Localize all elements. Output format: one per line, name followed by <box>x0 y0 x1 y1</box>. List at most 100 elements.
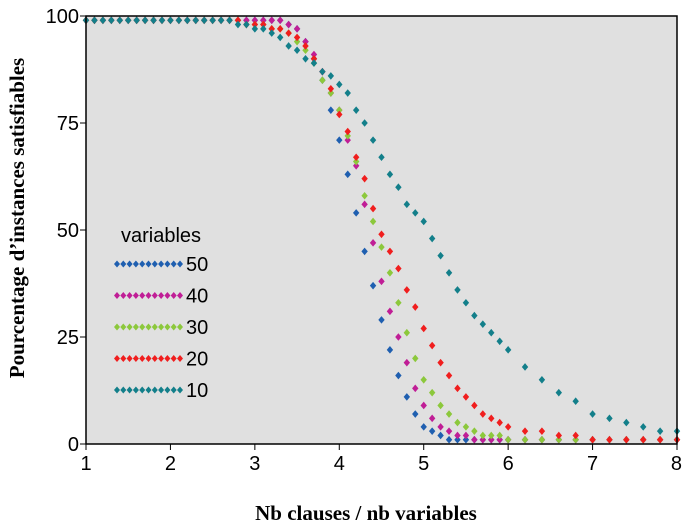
point-20-21 <box>260 20 267 29</box>
point-50-36 <box>386 346 394 354</box>
y-tick-label-0: 0 <box>68 434 79 456</box>
legend-marker-50-9 <box>170 260 177 268</box>
point-40-21 <box>260 16 267 25</box>
legend-marker-30-2 <box>126 323 133 331</box>
legend-marker-20-3 <box>132 355 139 362</box>
point-40-32 <box>352 162 360 170</box>
point-30-25 <box>293 37 301 46</box>
point-50-41 <box>428 427 436 435</box>
legend-marker-10-1 <box>120 386 127 394</box>
x-tick-label-7: 7 <box>587 453 598 475</box>
legend-marker-40-1 <box>120 292 127 299</box>
point-10-32 <box>352 106 360 114</box>
point-40-48 <box>488 435 495 444</box>
legend-marker-20-7 <box>158 355 165 362</box>
point-30-49 <box>496 431 503 440</box>
point-20-35 <box>378 230 385 239</box>
legend-marker-10-4 <box>139 386 146 394</box>
point-20-18 <box>234 16 242 25</box>
point-10-7 <box>141 16 149 25</box>
x-axis: 1 2 3 4 5 6 7 8 <box>80 444 682 475</box>
point-10-16 <box>217 16 225 25</box>
point-20-24 <box>285 29 292 37</box>
point-10-58 <box>640 423 647 431</box>
point-10-21 <box>260 25 267 33</box>
point-10-10 <box>167 16 174 25</box>
legend-marker-50-0 <box>114 260 120 268</box>
point-20-45 <box>462 393 470 401</box>
point-30-44 <box>454 418 461 427</box>
point-20-37 <box>395 264 402 273</box>
point-30-47 <box>479 431 487 440</box>
legend-marker-40-7 <box>158 292 165 299</box>
point-20-52 <box>538 427 546 435</box>
point-50-42 <box>437 431 444 440</box>
legend-marker-30-4 <box>139 323 146 331</box>
legend-marker-20-2 <box>126 355 133 362</box>
legend-marker-20-8 <box>164 355 171 362</box>
point-20-57 <box>623 435 630 444</box>
point-40-33 <box>361 200 368 209</box>
point-10-59 <box>656 427 664 435</box>
legend-marker-40-5 <box>145 292 152 299</box>
legend-label-20: 20 <box>186 349 208 371</box>
point-50-35 <box>378 316 385 324</box>
legend-entry-20: 20 <box>114 349 208 371</box>
point-30-34 <box>369 217 377 226</box>
point-30-37 <box>395 298 402 307</box>
legend-marker-40-10 <box>177 292 183 299</box>
legend-marker-20-10 <box>177 355 183 362</box>
point-40-47 <box>479 435 487 444</box>
point-30-43 <box>445 410 453 418</box>
x-tick-label-2: 2 <box>165 453 176 475</box>
point-10-5 <box>125 16 132 25</box>
point-40-46 <box>471 435 478 444</box>
point-40-23 <box>276 16 284 25</box>
y-tick-label-50: 50 <box>57 220 79 242</box>
legend-marker-30-5 <box>145 323 152 331</box>
point-20-23 <box>276 25 284 33</box>
point-20-32 <box>352 153 360 162</box>
point-30-35 <box>378 243 385 251</box>
legend-marker-30-7 <box>158 323 165 331</box>
point-10-26 <box>302 55 309 63</box>
legend-label-50: 50 <box>186 254 208 276</box>
point-10-35 <box>378 153 385 162</box>
point-50-40 <box>420 423 427 431</box>
legend-marker-40-4 <box>139 292 146 299</box>
legend-marker-10-8 <box>164 386 171 394</box>
legend-marker-30-10 <box>177 323 183 331</box>
point-20-55 <box>589 435 596 444</box>
point-50-34 <box>369 281 377 290</box>
legend-marker-10-2 <box>126 386 133 394</box>
legend-marker-10-9 <box>170 386 177 394</box>
point-30-40 <box>420 376 427 384</box>
legend-marker-50-1 <box>120 260 127 268</box>
legend-marker-30-0 <box>114 323 120 331</box>
legend-marker-40-0 <box>114 292 120 299</box>
point-20-59 <box>656 435 664 444</box>
point-40-20 <box>251 16 259 25</box>
point-10-51 <box>521 363 529 371</box>
legend-marker-10-0 <box>114 386 120 394</box>
point-40-38 <box>403 358 411 367</box>
point-20-49 <box>496 418 503 427</box>
point-20-36 <box>386 247 394 256</box>
legend-marker-40-6 <box>151 292 158 299</box>
plot-area <box>86 16 677 444</box>
legend-marker-40-3 <box>132 292 139 299</box>
point-30-38 <box>403 328 411 337</box>
point-10-47 <box>479 320 487 328</box>
y-tick-label-75: 75 <box>57 113 79 135</box>
legend-marker-10-10 <box>177 386 183 394</box>
legend-marker-50-2 <box>126 260 133 268</box>
point-20-39 <box>412 303 419 311</box>
legend-marker-50-10 <box>177 260 183 268</box>
point-10-33 <box>361 119 368 127</box>
x-tick-label-5: 5 <box>418 453 429 475</box>
point-30-48 <box>488 431 495 440</box>
point-30-26 <box>302 46 309 55</box>
point-40-45 <box>462 431 470 440</box>
x-tick-label-1: 1 <box>80 453 91 475</box>
point-10-38 <box>403 200 411 209</box>
